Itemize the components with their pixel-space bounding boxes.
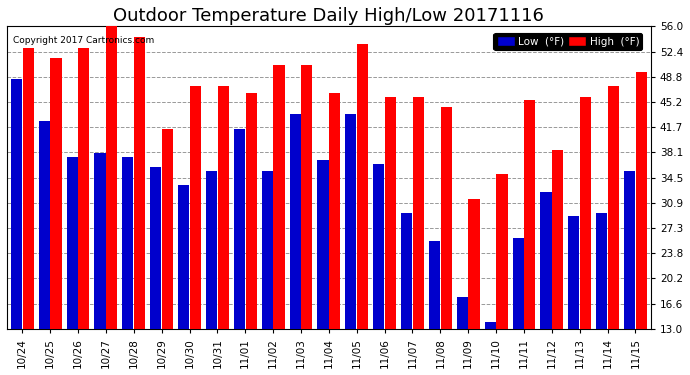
Bar (624, 171, 635, 329)
Bar (540, 192, 551, 329)
Text: Copyright 2017 Cartronics.com: Copyright 2017 Cartronics.com (13, 36, 155, 45)
Bar (206, 171, 217, 329)
Bar (524, 100, 535, 329)
Bar (162, 129, 173, 329)
Bar (217, 86, 229, 329)
Bar (39, 122, 50, 329)
Bar (106, 27, 117, 329)
Bar (11, 79, 22, 329)
Bar (134, 37, 145, 329)
Bar (290, 114, 301, 329)
Bar (457, 297, 468, 329)
Bar (345, 114, 357, 329)
Bar (385, 97, 396, 329)
Bar (484, 322, 496, 329)
Bar (552, 150, 563, 329)
Bar (401, 213, 412, 329)
Bar (50, 58, 61, 329)
Bar (373, 164, 384, 329)
Bar (317, 160, 328, 329)
Title: Outdoor Temperature Daily High/Low 20171116: Outdoor Temperature Daily High/Low 20171… (113, 7, 544, 25)
Bar (429, 241, 440, 329)
Bar (569, 216, 580, 329)
Legend: Low  (°F), High  (°F): Low (°F), High (°F) (493, 33, 642, 50)
Bar (190, 86, 201, 329)
Bar (67, 157, 78, 329)
Bar (357, 44, 368, 329)
Bar (413, 97, 424, 329)
Bar (635, 72, 647, 329)
Bar (513, 238, 524, 329)
Bar (23, 48, 34, 329)
Bar (246, 93, 257, 329)
Bar (580, 97, 591, 329)
Bar (469, 199, 480, 329)
Bar (78, 48, 90, 329)
Bar (273, 65, 284, 329)
Bar (178, 185, 189, 329)
Bar (150, 167, 161, 329)
Bar (234, 129, 245, 329)
Bar (441, 107, 452, 329)
Bar (95, 153, 106, 329)
Bar (122, 157, 133, 329)
Bar (596, 213, 607, 329)
Bar (329, 93, 340, 329)
Bar (302, 65, 313, 329)
Bar (608, 86, 619, 329)
Bar (262, 171, 273, 329)
Bar (496, 174, 508, 329)
